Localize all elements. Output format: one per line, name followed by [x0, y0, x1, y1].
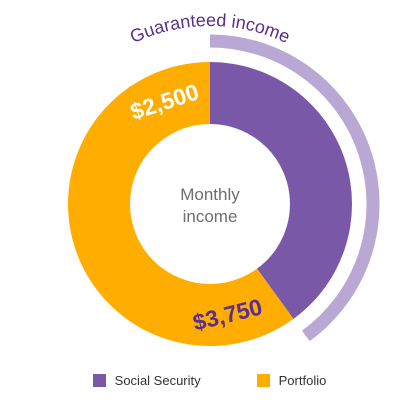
- legend: Social Security Portfolio: [0, 368, 419, 392]
- donut-hole: [130, 124, 290, 284]
- portfolio-swatch: [256, 373, 270, 387]
- social-security-swatch: [92, 373, 106, 387]
- legend-item-social-security: Social Security: [92, 372, 201, 388]
- legend-item-portfolio: Portfolio: [256, 372, 327, 388]
- center-label-line-1: Monthly: [180, 185, 240, 204]
- legend-label-social-security: Social Security: [114, 372, 201, 388]
- center-label-line-2: income: [183, 207, 238, 226]
- guaranteed-income-arc: [209, 34, 380, 342]
- legend-label-portfolio: Portfolio: [278, 372, 327, 388]
